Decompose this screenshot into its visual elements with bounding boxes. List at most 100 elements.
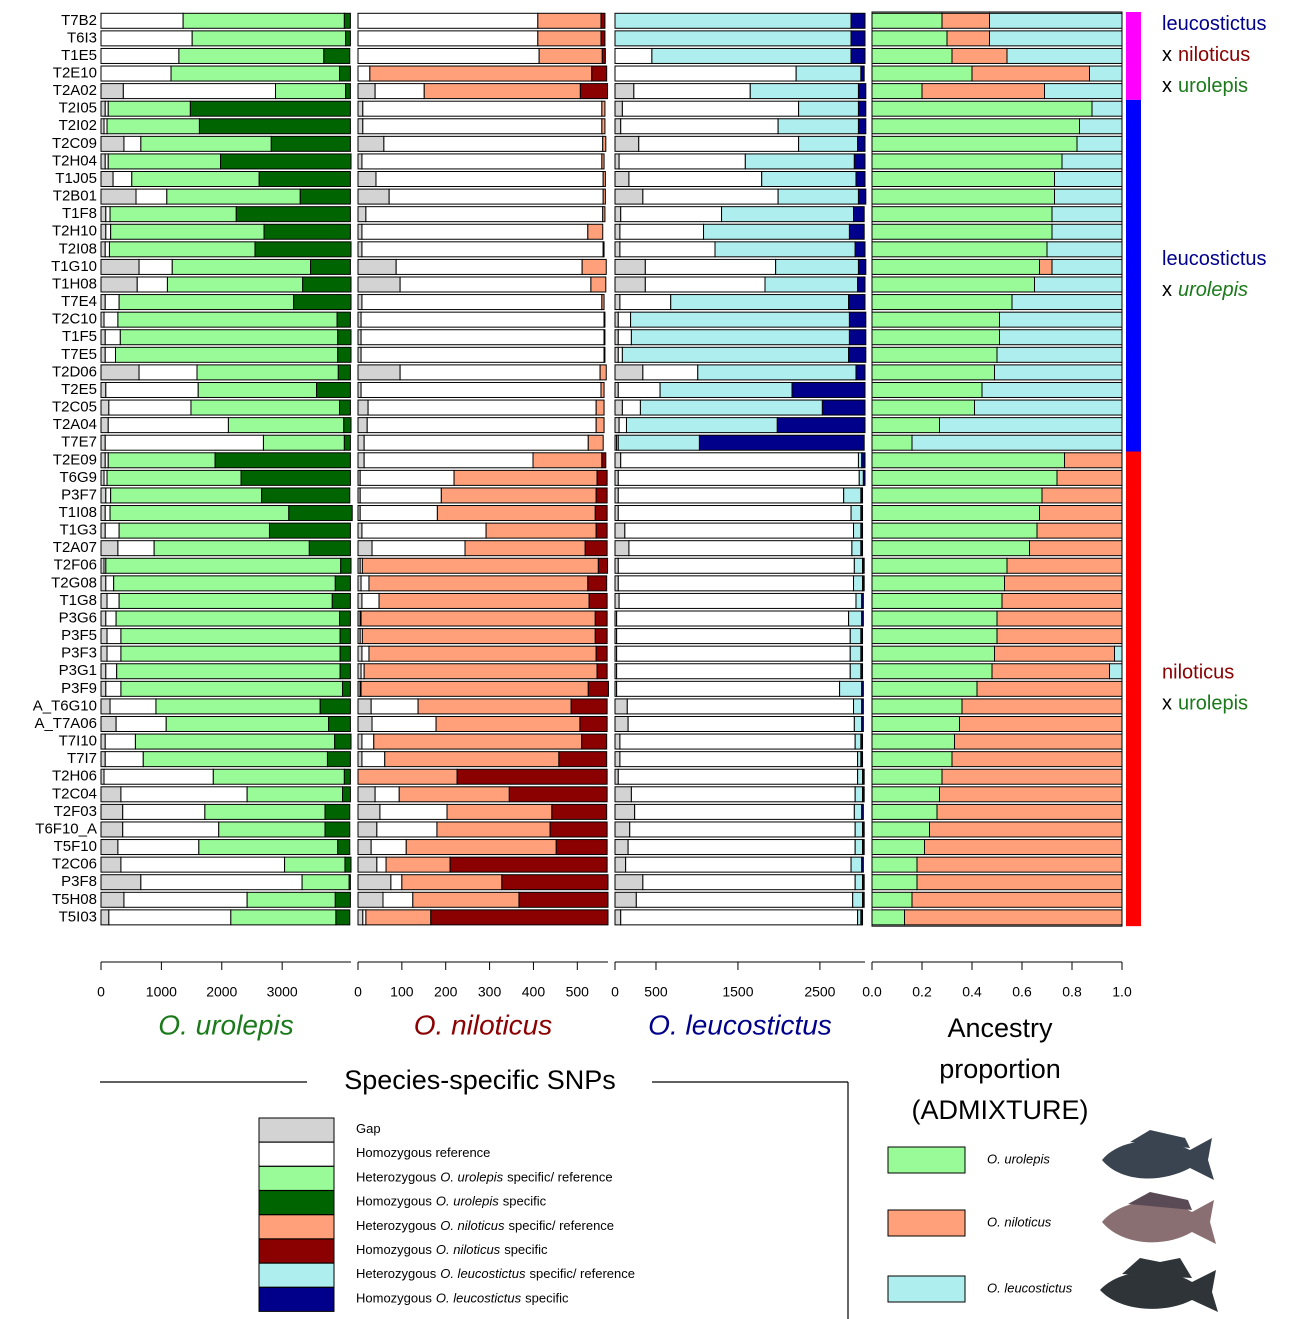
bar-segment bbox=[367, 399, 597, 416]
bar-segment bbox=[100, 505, 106, 522]
bar-segment bbox=[357, 434, 365, 451]
bar-segment bbox=[601, 118, 606, 135]
bar-segment bbox=[614, 417, 620, 434]
bar-segment bbox=[246, 786, 344, 803]
bar-segment bbox=[363, 452, 534, 469]
bar-segment bbox=[1051, 206, 1123, 223]
bar-segment bbox=[100, 821, 124, 838]
bar-segment bbox=[634, 803, 855, 820]
y-tick-label: T6G9 bbox=[59, 469, 97, 486]
bar-segment bbox=[871, 715, 960, 732]
bar-segment bbox=[370, 839, 407, 856]
bar-segment bbox=[100, 171, 114, 188]
bar-segment bbox=[614, 83, 635, 100]
bar-segment bbox=[104, 329, 121, 346]
bar-segment bbox=[850, 30, 866, 47]
bar-segment bbox=[357, 592, 363, 609]
bar-segment bbox=[449, 856, 608, 873]
group-label-part: x bbox=[1162, 279, 1172, 301]
bar-segment bbox=[862, 557, 865, 574]
bar-segment bbox=[100, 153, 106, 170]
bar-segment bbox=[357, 223, 363, 240]
bar-segment bbox=[602, 206, 606, 223]
legend-label-part: Gap bbox=[356, 1121, 381, 1136]
bar-segment bbox=[105, 610, 117, 627]
bar-segment bbox=[105, 680, 122, 697]
bar-segment bbox=[620, 206, 723, 223]
fish-icon bbox=[1100, 1258, 1218, 1312]
bar-segment bbox=[871, 65, 973, 82]
bar-segment bbox=[595, 417, 605, 434]
bar-segment bbox=[100, 329, 106, 346]
bar-segment bbox=[100, 399, 110, 416]
bar-segment bbox=[1079, 118, 1123, 135]
bar-segment bbox=[342, 786, 351, 803]
bar-segment bbox=[614, 540, 630, 557]
bar-segment bbox=[323, 47, 351, 64]
bar-segment bbox=[853, 522, 862, 539]
group-label-part: niloticus bbox=[1178, 44, 1250, 66]
bar-segment bbox=[369, 65, 593, 82]
legend-label-part: Homozygous bbox=[356, 1194, 432, 1209]
bar-segment bbox=[1089, 65, 1123, 82]
bar-segment bbox=[100, 100, 106, 117]
bar-segment bbox=[197, 381, 318, 398]
bar-segment bbox=[795, 65, 862, 82]
bar-segment bbox=[579, 715, 608, 732]
bar-segment bbox=[453, 469, 598, 486]
bar-segment bbox=[590, 276, 607, 293]
bar-segment bbox=[954, 733, 1123, 750]
bar-segment bbox=[857, 276, 866, 293]
y-tick-label: T2H10 bbox=[52, 223, 97, 240]
bar-segment bbox=[1041, 487, 1123, 504]
bar-segment bbox=[703, 223, 850, 240]
bar-segment bbox=[153, 540, 310, 557]
bar-segment bbox=[357, 399, 369, 416]
bar-segment bbox=[100, 65, 172, 82]
bar-segment bbox=[871, 575, 1005, 592]
bar-segment bbox=[384, 751, 560, 768]
bar-segment bbox=[446, 803, 553, 820]
bar-segment bbox=[357, 909, 364, 926]
bar-segment bbox=[871, 12, 943, 29]
bar-segment bbox=[326, 751, 351, 768]
bar-segment bbox=[357, 364, 401, 381]
bar-segment bbox=[871, 803, 938, 820]
bar-segment bbox=[261, 487, 351, 504]
legend-label: O. urolepis bbox=[987, 1151, 1050, 1166]
y-tick-label: T7B2 bbox=[61, 12, 97, 29]
y-tick-label: T2H04 bbox=[52, 152, 97, 169]
bar-segment bbox=[916, 856, 1123, 873]
bar-segment bbox=[862, 839, 865, 856]
bar-segment bbox=[357, 153, 363, 170]
y-tick-label: P3F9 bbox=[61, 680, 97, 697]
bar-segment bbox=[941, 12, 990, 29]
bar-segment bbox=[549, 821, 608, 838]
bar-segment bbox=[849, 628, 862, 645]
bar-segment bbox=[218, 821, 326, 838]
bar-segment bbox=[324, 803, 351, 820]
bar-segment bbox=[619, 294, 672, 311]
bar-segment bbox=[921, 83, 1045, 100]
bar-segment bbox=[798, 100, 859, 117]
bar-segment bbox=[871, 118, 1080, 135]
bar-segment bbox=[100, 223, 107, 240]
bar-segment bbox=[105, 206, 111, 223]
y-tick-label: T1G10 bbox=[51, 258, 97, 275]
bar-segment bbox=[614, 135, 640, 152]
bar-segment bbox=[614, 65, 797, 82]
bar-segment bbox=[357, 47, 540, 64]
bar-segment bbox=[464, 540, 586, 557]
bar-segment bbox=[871, 786, 940, 803]
x-tick-label: 500 bbox=[644, 984, 668, 1000]
bar-segment bbox=[100, 522, 106, 539]
bar-segment bbox=[1091, 100, 1123, 117]
group-label: x urolepis bbox=[1162, 693, 1248, 715]
group-bar bbox=[1126, 451, 1141, 927]
bar-segment bbox=[275, 83, 347, 100]
bar-segment bbox=[100, 891, 125, 908]
bar-segment bbox=[999, 311, 1123, 328]
bar-segment bbox=[100, 909, 110, 926]
bar-segment bbox=[339, 663, 351, 680]
bar-segment bbox=[100, 12, 184, 29]
